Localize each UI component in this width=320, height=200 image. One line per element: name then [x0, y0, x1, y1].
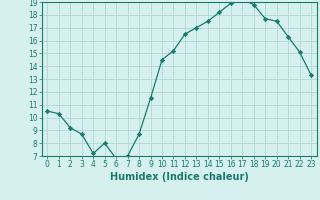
X-axis label: Humidex (Indice chaleur): Humidex (Indice chaleur) [110, 172, 249, 182]
